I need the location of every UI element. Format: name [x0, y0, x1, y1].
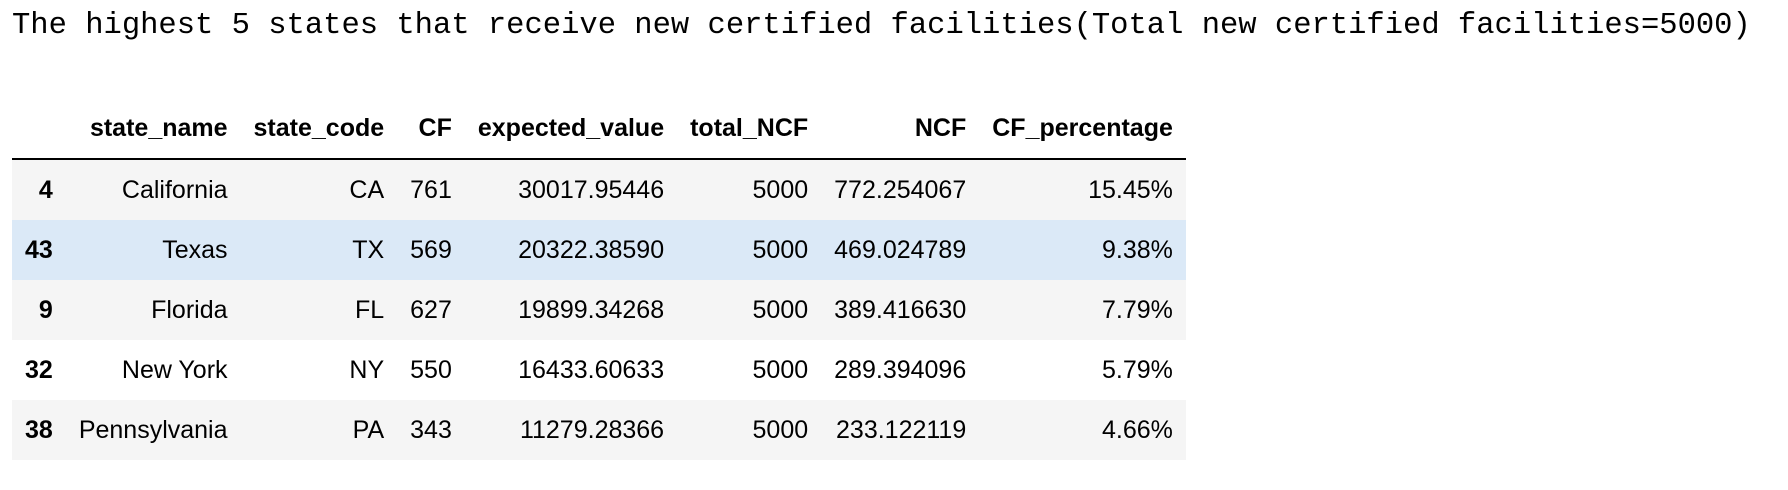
cell-expected-value: 30017.95446 — [518, 175, 665, 204]
cell-state-name: Pennsylvania — [78, 415, 228, 444]
table-row: 4 California CA 761 30017.95446 5000 772… — [12, 159, 1186, 220]
row-index: 32 — [25, 355, 53, 384]
cell-state-code: NY — [349, 355, 385, 384]
cell-cf: 569 — [410, 235, 452, 264]
cell-state-code: TX — [352, 235, 385, 264]
cell-cf-percentage: 4.66% — [1101, 415, 1173, 444]
column-header-expected-value: expected_value — [464, 98, 678, 160]
cell-cf: 627 — [410, 295, 452, 324]
cell-state-name: Texas — [162, 235, 228, 264]
dataframe-table: state_name state_code CF expected_value … — [12, 98, 1186, 460]
cell-expected-value: 20322.38590 — [518, 235, 665, 264]
cell-cf-percentage: 7.79% — [1101, 295, 1173, 324]
cell-cf-percentage: 15.45% — [1088, 175, 1173, 204]
cell-state-name: California — [121, 175, 228, 204]
table-row: 32 New York NY 550 16433.60633 5000 289.… — [12, 340, 1186, 400]
cell-expected-value: 11279.28366 — [519, 415, 665, 444]
column-header-total-ncf: total_NCF — [677, 98, 822, 160]
cell-ncf: 233.122119 — [836, 415, 967, 444]
cell-state-name: Florida — [151, 295, 228, 324]
table-row: 38 Pennsylvania PA 343 11279.28366 5000 … — [12, 400, 1186, 460]
cell-total-ncf: 5000 — [752, 175, 809, 204]
cell-cf: 761 — [410, 175, 452, 204]
cell-expected-value: 16433.60633 — [518, 355, 665, 384]
row-index: 38 — [25, 415, 53, 444]
cell-cf-percentage: 5.79% — [1101, 355, 1173, 384]
cell-cf-percentage: 9.38% — [1101, 235, 1173, 264]
column-header-cf: CF — [397, 98, 465, 160]
cell-state-code: CA — [349, 175, 385, 204]
cell-total-ncf: 5000 — [752, 355, 809, 384]
column-header-state-code: state_code — [240, 98, 398, 160]
cell-total-ncf: 5000 — [752, 415, 809, 444]
cell-expected-value: 19899.34268 — [518, 295, 665, 324]
cell-ncf: 289.394096 — [834, 355, 967, 384]
cell-total-ncf: 5000 — [752, 235, 809, 264]
cell-cf: 343 — [410, 415, 452, 444]
cell-ncf: 389.416630 — [834, 295, 967, 324]
cell-ncf: 772.254067 — [834, 175, 967, 204]
output-caption: The highest 5 states that receive new ce… — [12, 9, 1751, 43]
cell-state-code: FL — [354, 295, 385, 324]
column-header-ncf: NCF — [821, 98, 980, 160]
cell-state-name: New York — [121, 355, 228, 384]
row-index: 9 — [38, 295, 53, 324]
cell-ncf: 469.024789 — [834, 235, 967, 264]
column-header-cf-percentage: CF_percentage — [979, 98, 1186, 160]
table-header-row: state_name state_code CF expected_value … — [12, 98, 1186, 160]
cell-state-code: PA — [352, 415, 385, 444]
row-index: 4 — [38, 175, 53, 204]
cell-cf: 550 — [410, 355, 452, 384]
table-row: 43 Texas TX 569 20322.38590 5000 469.024… — [12, 220, 1186, 280]
column-header-state-name: state_name — [65, 98, 241, 160]
table-row: 9 Florida FL 627 19899.34268 5000 389.41… — [12, 280, 1186, 340]
index-header — [12, 98, 66, 160]
row-index: 43 — [25, 235, 53, 264]
cell-total-ncf: 5000 — [752, 295, 809, 324]
